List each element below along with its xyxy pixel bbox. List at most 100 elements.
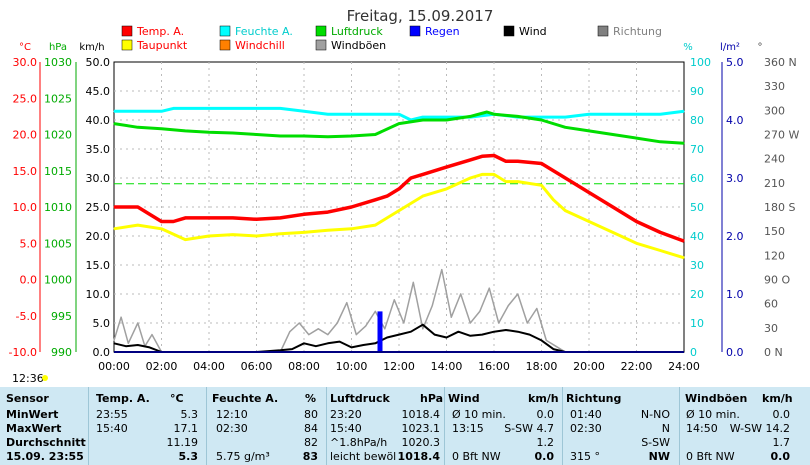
point-temp-a-23 — [517, 160, 519, 162]
point-windb-en-28 — [441, 269, 443, 271]
legend-label-8: Windböen — [331, 39, 386, 52]
wind-tick-0: 50.0 — [86, 56, 111, 69]
point-windb-en-30 — [460, 293, 462, 295]
temp-tick-3: 15.0 — [13, 165, 38, 178]
table-row-label-0: MinWert — [6, 408, 59, 421]
point-wind-25 — [457, 331, 459, 333]
table-cell-wind_time-3: 0 Bft NW — [452, 450, 501, 463]
point-windb-en-16 — [327, 334, 329, 336]
rain-tick-2: 3.0 — [726, 172, 744, 185]
table-cell-wind_val-0: 0.0 — [536, 408, 555, 421]
table-header-8: km/h — [528, 392, 559, 405]
unit-humidity: % — [683, 42, 693, 53]
point-taupunkt-8 — [303, 231, 305, 233]
point-temp-a-16 — [410, 177, 412, 179]
point-wind-17 — [362, 344, 364, 346]
point-taupunkt-16 — [445, 188, 448, 190]
point-temp-a-0 — [113, 206, 115, 208]
point-taupunkt-12 — [386, 217, 388, 219]
legend-label-0: Temp. A. — [136, 25, 184, 38]
point-wind-26 — [469, 335, 471, 337]
point-windb-en-5 — [151, 334, 153, 336]
point-wind-20 — [398, 334, 400, 336]
time-tick-10: 20:00 — [573, 360, 605, 373]
point-taupunkt-18 — [481, 173, 483, 175]
point-wind-19 — [386, 336, 388, 339]
point-taupunkt-27 — [635, 242, 638, 244]
legend-label-3: Regen — [425, 25, 460, 38]
point-taupunkt-29 — [683, 257, 685, 259]
table-cell-dir_time-0: 01:40 — [570, 408, 602, 421]
point-luftdruck-19 — [540, 119, 543, 121]
point-luftdruck-24 — [659, 141, 661, 143]
point-temp-a-27 — [588, 191, 590, 194]
table-row-label-3: 15.09. 23:55 — [6, 450, 84, 463]
chart-legend: Temp. A. Feuchte A. Luftdruck Regen Wind Rich… — [121, 25, 662, 52]
humidity-tick-8: 20 — [690, 288, 704, 301]
wind-tick-1: 45.0 — [86, 85, 111, 98]
point-temp-a-9 — [279, 217, 281, 219]
point-temp-a-31 — [683, 240, 685, 242]
wind-tick-9: 5.0 — [93, 317, 111, 330]
rain-tick-1: 4.0 — [726, 114, 744, 127]
temp-tick-7: -5.0 — [16, 310, 37, 323]
point-temp-a-2 — [149, 213, 151, 215]
table-cell-hum_val-2: 82 — [304, 436, 318, 449]
point-temp-a-4 — [172, 220, 174, 223]
point-feuchte-a-9 — [303, 110, 305, 112]
point-wind-0 — [113, 342, 115, 344]
rain-bar-0 — [377, 311, 383, 352]
table-cell-dir_time-3: 315 ° — [570, 450, 600, 463]
point-temp-a-21 — [493, 154, 495, 157]
pressure-tick-3: 1015 — [44, 165, 72, 178]
time-tick-3: 06:00 — [241, 360, 273, 373]
point-windb-en-21 — [374, 310, 376, 312]
humidity-tick-2: 80 — [690, 114, 704, 127]
pressure-tick-2: 1020 — [44, 129, 72, 142]
point-temp-a-26 — [564, 177, 566, 179]
direction-tick-0: 360 N — [764, 56, 797, 69]
point-windb-en-36 — [517, 293, 519, 295]
point-windb-en-13 — [298, 322, 300, 324]
table-header-10: Windböen — [685, 392, 748, 405]
point-luftdruck-25 — [683, 142, 685, 144]
point-luftdruck-6 — [255, 133, 258, 136]
wind-tick-6: 20.0 — [86, 230, 111, 243]
point-feuchte-a-0 — [113, 110, 115, 112]
legend-swatch-5 — [597, 25, 609, 37]
table-cell-wind_time-0: Ø 10 min. — [452, 408, 506, 421]
table-cell-gust_val-2: 1.7 — [772, 436, 791, 449]
table-cell-press_time-2: ^1.8hPa/h — [330, 436, 388, 449]
rain-tick-5: 0.0 — [726, 346, 744, 359]
point-wind-10 — [279, 349, 281, 351]
point-temp-a-3 — [160, 220, 163, 223]
point-wind-16 — [350, 346, 353, 348]
point-windb-en-15 — [317, 328, 319, 330]
legend-swatch-1 — [219, 25, 231, 37]
point-temp-a-1 — [137, 206, 139, 208]
point-temp-a-8 — [255, 218, 258, 220]
temp-tick-4: 10.0 — [13, 201, 38, 214]
point-temp-a-17 — [422, 173, 424, 175]
unit-direction: ° — [758, 42, 763, 53]
point-feuchte-a-25 — [659, 113, 661, 115]
table-separator — [562, 387, 563, 465]
table-header-1: Temp. A. — [96, 392, 150, 405]
humidity-tick-10: 0 — [690, 346, 697, 359]
point-wind-21 — [410, 331, 412, 333]
point-taupunkt-13 — [398, 210, 400, 212]
point-temp-a-20 — [481, 155, 483, 157]
point-temp-a-19 — [469, 159, 471, 161]
point-temp-a-18 — [445, 166, 448, 168]
legend-swatch-2 — [315, 25, 327, 37]
time-tick-6: 12:00 — [383, 360, 415, 373]
point-windb-en-40 — [555, 345, 557, 347]
point-windb-en-22 — [384, 328, 386, 330]
point-temp-a-10 — [303, 213, 305, 215]
point-wind-11 — [291, 348, 293, 350]
point-feuchte-a-20 — [540, 116, 543, 118]
table-cell-hum_time-1: 02:30 — [216, 422, 248, 435]
point-luftdruck-4 — [208, 131, 210, 133]
point-luftdruck-3 — [184, 130, 186, 132]
wind-tick-8: 10.0 — [86, 288, 111, 301]
